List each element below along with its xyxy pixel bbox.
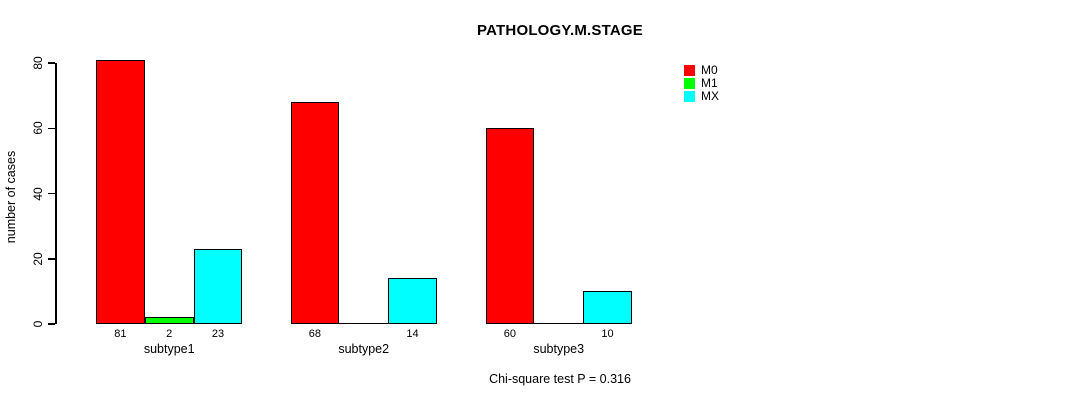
legend-item: MX <box>684 89 719 103</box>
category-label: subtype3 <box>533 342 585 356</box>
bar-value-label: 60 <box>503 328 517 340</box>
m1-legend-swatch <box>684 77 695 89</box>
y-axis-line <box>55 63 57 324</box>
legend-label: MX <box>701 89 719 103</box>
bar-value-label: 14 <box>406 328 419 340</box>
bar-value-label: 10 <box>601 328 614 340</box>
bar-m0-subtype3 <box>485 128 535 324</box>
legend-item: M0 <box>684 63 718 77</box>
y-tick <box>48 258 55 260</box>
m0-legend-swatch <box>684 64 695 76</box>
legend-label: M1 <box>701 76 718 90</box>
bar-value-label: 23 <box>211 328 225 340</box>
y-tick <box>48 62 55 64</box>
y-tick <box>48 323 55 325</box>
bar-m0-subtype1 <box>96 59 145 324</box>
zero-bar-m1-subtype3 <box>534 322 584 324</box>
bar-m1-subtype1 <box>144 317 194 324</box>
bar-value-label: 2 <box>166 328 173 340</box>
category-label: subtype2 <box>338 342 390 356</box>
legend-label: M0 <box>701 63 718 77</box>
mx-legend-swatch <box>684 90 695 102</box>
y-tick <box>48 192 55 195</box>
chart-title: PATHOLOGY.M.STAGE <box>477 22 643 39</box>
bar-m0-subtype2 <box>290 102 340 324</box>
bar-mx-subtype3 <box>583 291 632 324</box>
bar-value-label: 68 <box>308 328 322 340</box>
legend-item: M1 <box>684 76 718 90</box>
bar-value-label: 81 <box>114 328 127 340</box>
bar-mx-subtype1 <box>193 248 243 324</box>
category-label: subtype1 <box>143 342 195 356</box>
stat-annotation: Chi-square test P = 0.316 <box>489 372 631 386</box>
bar-mx-subtype2 <box>388 278 437 324</box>
y-tick <box>48 127 55 129</box>
zero-bar-m1-subtype2 <box>339 322 389 324</box>
